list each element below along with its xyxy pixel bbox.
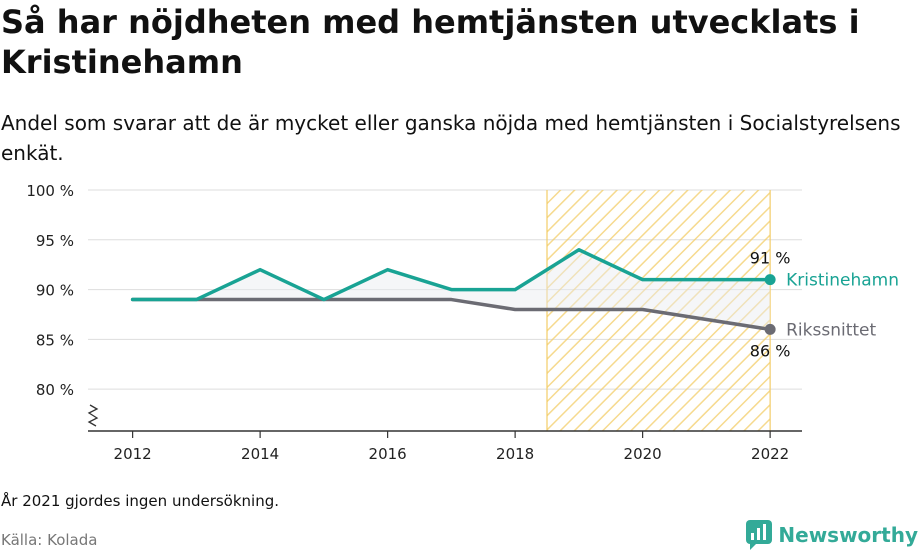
y-tick-label: 80 % <box>36 381 74 399</box>
series-lines <box>130 248 776 335</box>
x-tick-label: 2022 <box>751 445 789 463</box>
chart-title: Så har nöjdheten med hemtjänsten utveckl… <box>1 3 860 81</box>
y-tick-label: 100 % <box>26 182 74 200</box>
footnote: År 2021 gjordes ingen undersökning. <box>1 492 280 510</box>
axis-break-icon <box>87 404 99 427</box>
series-end-point <box>764 274 776 286</box>
value-label-kristinehamn: 91 % <box>750 249 791 268</box>
x-tick-label: 2014 <box>241 445 279 463</box>
y-tick-label: 95 % <box>36 232 74 250</box>
x-tick-label: 2012 <box>114 445 152 463</box>
brand-name: Newsworthy <box>778 523 918 547</box>
y-tick-label: 85 % <box>36 331 74 349</box>
series-name-rikssnittet: Rikssnittet <box>786 320 876 340</box>
series-line-kristinehamn <box>130 248 772 302</box>
brand-logo[interactable]: Newsworthy <box>746 519 918 551</box>
newsworthy-logo-icon <box>746 520 773 550</box>
source-text: Källa: Kolada <box>1 531 98 549</box>
chart-labels: 80 % 85 % 90 % 95 % 100 % 2012 2014 2016 2018 202… <box>26 182 899 463</box>
value-label-rikssnittet: 86 % <box>750 341 791 360</box>
x-tick-label: 2018 <box>496 445 534 463</box>
x-axis <box>87 404 802 438</box>
x-tick-label: 2020 <box>624 445 662 463</box>
series-name-kristinehamn: Kristinehamn <box>786 271 899 291</box>
y-tick-label: 90 % <box>36 282 74 300</box>
series-end-point <box>764 323 776 335</box>
x-tick-label: 2016 <box>369 445 407 463</box>
chart-subtitle: Andel som svarar att de är mycket eller … <box>1 111 901 165</box>
series-line-rikssnittet <box>130 297 772 332</box>
